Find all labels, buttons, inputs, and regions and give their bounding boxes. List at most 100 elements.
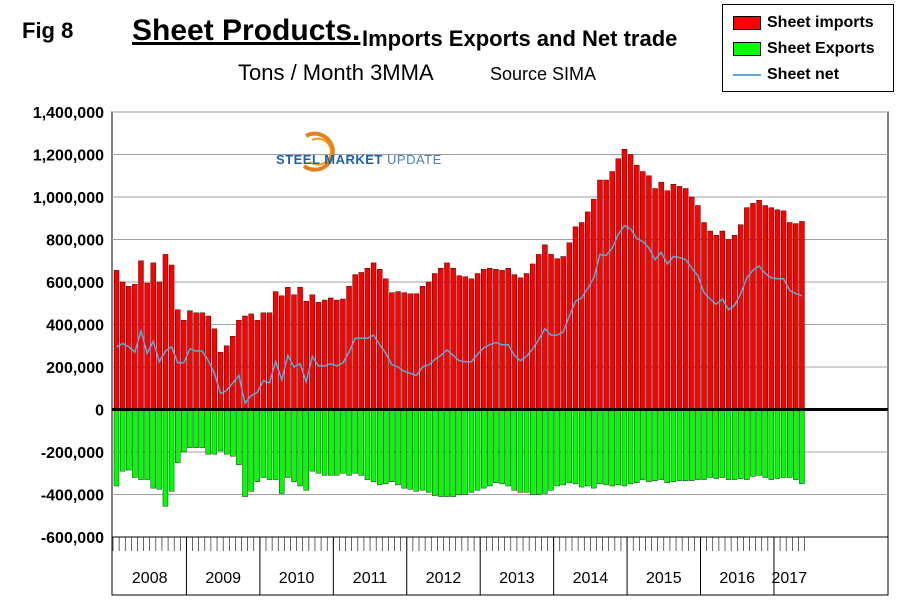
import-bar (774, 209, 781, 410)
export-bar (156, 409, 163, 490)
export-bar (658, 409, 664, 480)
y-tick-label: 1,200,000 (33, 148, 104, 165)
export-bar (487, 409, 493, 487)
import-bar (787, 222, 793, 410)
export-bar (205, 409, 212, 455)
export-bar (725, 409, 732, 480)
import-bar (768, 207, 775, 410)
import-bar (438, 267, 444, 410)
export-bar (695, 409, 701, 480)
export-bar (352, 409, 358, 474)
export-bar (676, 409, 683, 481)
export-bar (560, 409, 566, 486)
import-bar (150, 262, 156, 410)
export-bar (132, 409, 138, 478)
export-bar (499, 409, 505, 485)
import-bar (444, 262, 450, 410)
export-bar (768, 409, 775, 480)
import-bar (334, 299, 340, 410)
import-bar (670, 184, 677, 410)
chart-source: Source SIMA (490, 64, 597, 84)
import-bar (713, 235, 719, 410)
import-bar (517, 277, 524, 410)
y-tick-label: 1,400,000 (33, 105, 104, 122)
export-bar (383, 409, 389, 485)
import-bar (162, 254, 169, 410)
export-bar (481, 409, 487, 489)
export-bar (315, 409, 322, 474)
import-bar (315, 301, 322, 410)
export-bar (272, 409, 279, 480)
chart-title-main: Sheet Products. (132, 14, 361, 47)
import-bar (799, 221, 805, 410)
y-tick-label: 0 (95, 403, 104, 420)
legend-label-exports: Sheet Exports (767, 40, 875, 57)
export-bar (731, 409, 738, 480)
x-year-label: 2015 (646, 570, 682, 587)
export-bar (230, 409, 236, 457)
export-bar (401, 409, 407, 489)
import-bar (585, 211, 591, 410)
x-axis: 2008 2009 2010 2011 2012 2013 2014 2015 2016 2017 (111, 536, 889, 596)
export-bar (529, 409, 536, 495)
net-line-group (116, 224, 803, 405)
export-bar (126, 409, 132, 471)
export-bar (168, 409, 175, 492)
export-bar (517, 409, 524, 493)
import-bar (609, 171, 615, 410)
export-bar (554, 409, 560, 487)
import-bar (358, 272, 364, 410)
x-year-label: 2011 (353, 570, 388, 587)
export-bar (113, 409, 120, 487)
import-bar (272, 291, 279, 410)
legend: Sheet imports Sheet Exports Sheet net (722, 4, 894, 92)
import-bar (591, 198, 597, 410)
import-bar (793, 223, 799, 410)
export-bar (640, 409, 646, 480)
import-bar (566, 242, 573, 410)
x-year-label: 2014 (573, 570, 609, 587)
legend-swatch-imports (733, 16, 761, 30)
chart-subtitle: Tons / Month 3MMA (238, 60, 434, 85)
import-bar (279, 295, 285, 410)
y-tick-label: -400,000 (41, 488, 104, 505)
export-bar (756, 409, 762, 476)
legend-item-exports: Sheet Exports (733, 39, 875, 59)
y-tick-label: 1,000,000 (33, 190, 104, 207)
export-bar (266, 409, 273, 480)
export-bar (719, 409, 726, 478)
import-bar (597, 179, 603, 410)
import-bar (499, 270, 505, 410)
export-bar (707, 409, 713, 478)
import-bar (321, 299, 328, 410)
import-bar (236, 320, 242, 410)
export-bar (358, 409, 364, 476)
export-bar (456, 409, 462, 495)
export-bar (744, 409, 750, 480)
import-bar (474, 273, 481, 410)
export-bar (713, 409, 719, 479)
import-bar (707, 230, 713, 410)
import-bar (193, 312, 199, 410)
import-bar (407, 293, 413, 410)
export-bar (787, 409, 793, 478)
export-bar (309, 409, 316, 472)
import-bar (627, 154, 634, 410)
import-bar (119, 281, 126, 410)
export-bar (248, 409, 254, 492)
x-year-label: 2010 (279, 570, 315, 587)
y-tick-label: 200,000 (46, 360, 104, 377)
export-bar (597, 409, 603, 485)
export-bar (303, 409, 309, 491)
export-bar (615, 409, 622, 486)
export-bar (468, 409, 475, 493)
export-bar (682, 409, 689, 481)
export-bar (346, 409, 352, 476)
export-bar (223, 409, 230, 455)
import-bar (266, 312, 273, 410)
export-bar (187, 409, 193, 448)
y-axis-labels: 1,400,000 1,200,000 1,000,000 800,000 600,00… (33, 105, 104, 547)
x-axis-box (111, 536, 889, 596)
import-bar (413, 293, 420, 410)
export-bar (474, 409, 481, 491)
